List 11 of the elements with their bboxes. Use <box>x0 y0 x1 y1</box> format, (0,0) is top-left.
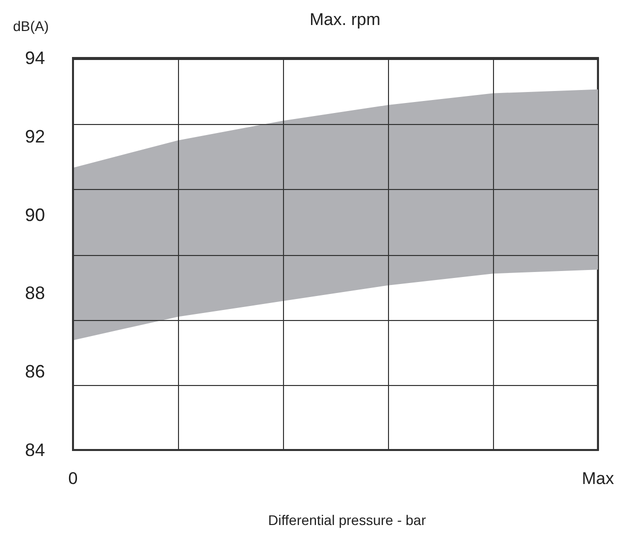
y-tick-label: 86 <box>24 362 45 382</box>
y-tick-label: 92 <box>24 126 45 146</box>
x-tick-label: Max <box>582 469 614 488</box>
y-tick-label: 84 <box>24 440 45 460</box>
y-tick-label: 90 <box>24 204 45 225</box>
x-axis-title: Differential pressure - bar <box>268 512 426 528</box>
y-tick-label: 94 <box>24 48 45 68</box>
x-tick-label: 0 <box>68 469 78 488</box>
y-tick-label: 88 <box>24 283 45 304</box>
chart-title: Max. rpm <box>310 10 380 29</box>
y-axis-title: dB(A) <box>13 18 49 34</box>
